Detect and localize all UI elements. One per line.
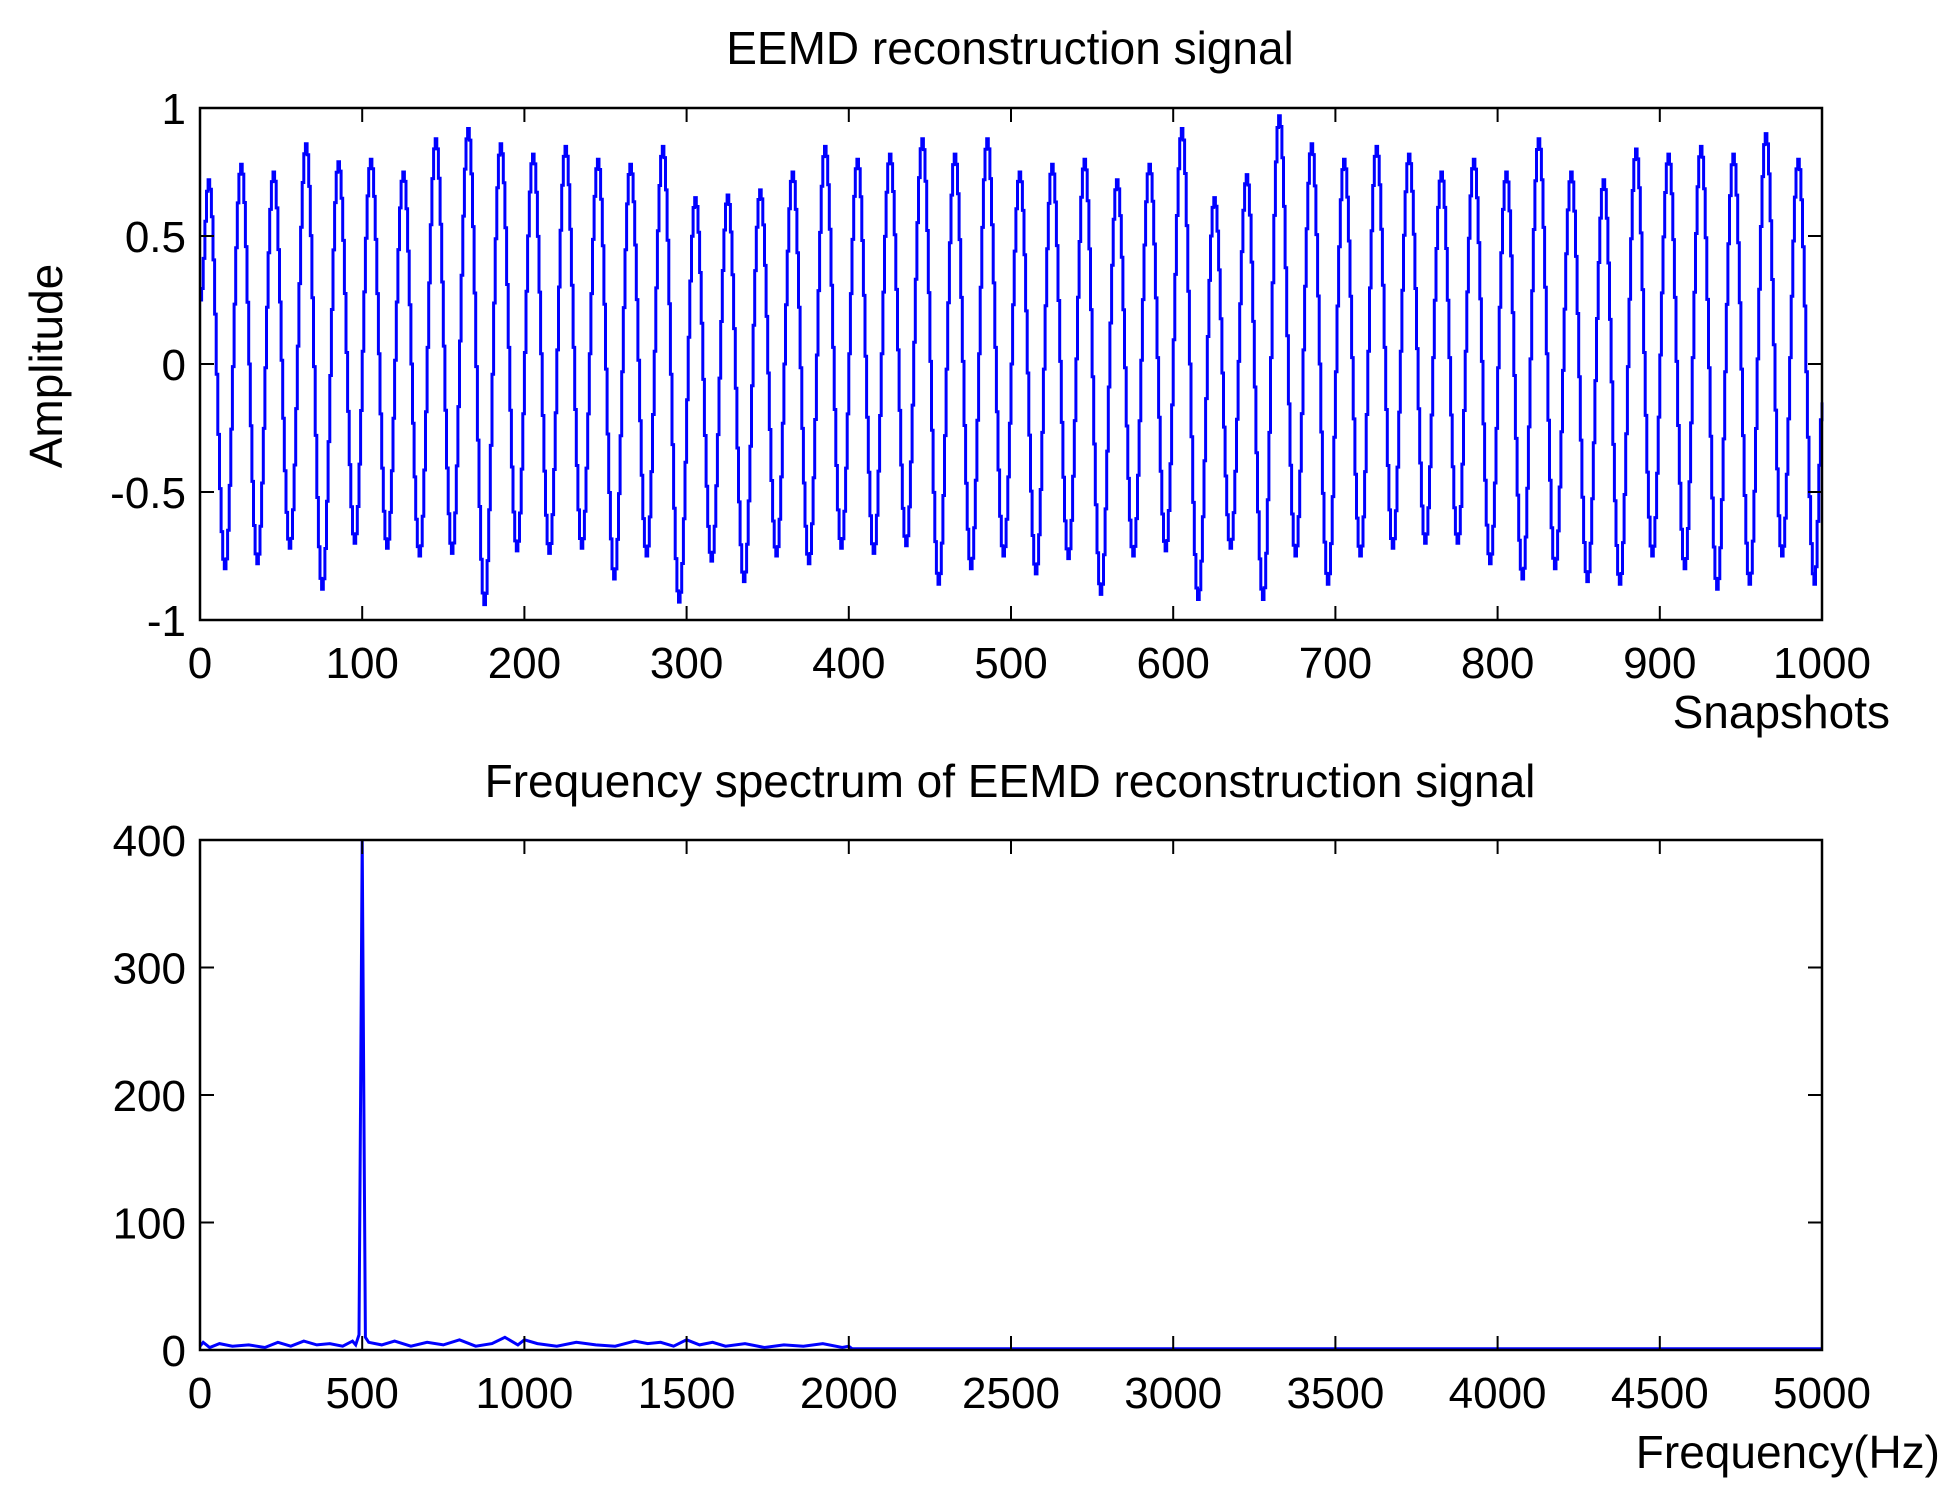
x-tick-label: 600 (1136, 639, 1209, 688)
y-tick-label: 0.5 (125, 213, 186, 262)
x-tick-label: 400 (812, 639, 885, 688)
x-tick-label: 200 (488, 639, 561, 688)
series-line (198, 839, 1822, 1351)
x-tick-label: 500 (974, 639, 1047, 688)
x-tick-label: 2500 (962, 1369, 1060, 1418)
y-tick-label: 400 (113, 817, 186, 866)
y-tick-label: 0 (162, 341, 186, 390)
y-tick-label: 200 (113, 1072, 186, 1121)
y-tick-label: -0.5 (110, 469, 186, 518)
x-tick-label: 700 (1299, 639, 1372, 688)
chart-time-signal: EEMD reconstruction signal Snapshots Amp… (20, 22, 1890, 738)
chart-title: EEMD reconstruction signal (726, 22, 1294, 74)
y-tick-label: 300 (113, 945, 186, 994)
series-line (200, 114, 1824, 607)
x-tick-label: 0 (188, 1369, 212, 1418)
x-tick-label: 300 (650, 639, 723, 688)
x-tick-label: 1500 (638, 1369, 736, 1418)
x-tick-label: 3500 (1286, 1369, 1384, 1418)
x-axis-label: Frequency(Hz) (1636, 1426, 1940, 1478)
y-tick-label: -1 (147, 597, 186, 646)
x-tick-label: 2000 (800, 1369, 898, 1418)
x-axis-label: Snapshots (1673, 686, 1890, 738)
y-tick-label: 100 (113, 1200, 186, 1249)
chart-title: Frequency spectrum of EEMD reconstructio… (485, 755, 1536, 807)
x-tick-label: 4000 (1449, 1369, 1547, 1418)
y-tick-label: 1 (162, 85, 186, 134)
x-tick-label: 800 (1461, 639, 1534, 688)
y-axis-label: Amplitude (20, 264, 72, 469)
x-tick-label: 1000 (1773, 639, 1871, 688)
x-tick-label: 1000 (475, 1369, 573, 1418)
y-tick-label: 0 (162, 1327, 186, 1376)
x-tick-label: 900 (1623, 639, 1696, 688)
x-tick-label: 500 (325, 1369, 398, 1418)
x-tick-label: 4500 (1611, 1369, 1709, 1418)
x-tick-label: 3000 (1124, 1369, 1222, 1418)
axes-frame (198, 838, 1824, 1352)
chart-frequency-spectrum: Frequency spectrum of EEMD reconstructio… (113, 755, 1940, 1478)
x-tick-label: 0 (188, 639, 212, 688)
x-tick-label: 100 (325, 639, 398, 688)
x-tick-label: 5000 (1773, 1369, 1871, 1418)
